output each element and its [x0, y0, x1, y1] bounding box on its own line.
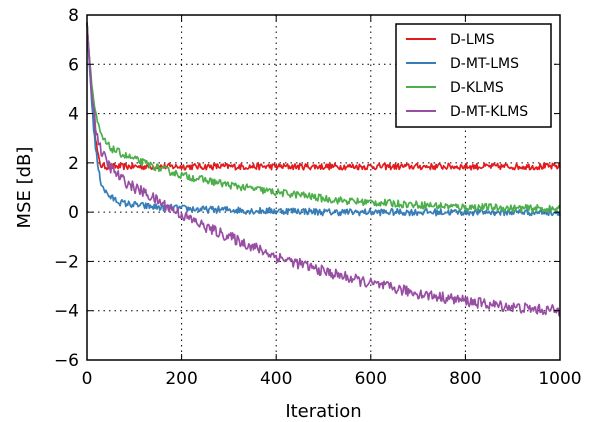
x-axis-label: Iteration: [285, 401, 361, 422]
legend-label: D-MT-KLMS: [450, 104, 528, 120]
y-tick-label: 0: [68, 203, 79, 223]
plot-frame: [86, 14, 561, 361]
y-tick-label: 2: [68, 154, 79, 174]
y-tick-label: 6: [68, 55, 79, 75]
y-tick-label: 8: [68, 6, 79, 26]
x-axis-ticks: 0 200 400 600 800 1000: [82, 15, 582, 389]
series-layer: [86, 22, 561, 317]
y-axis-ticks: −6 −4 −2 0 2 4 6 8: [54, 6, 560, 371]
x-tick-label: 200: [165, 369, 197, 389]
legend-label: D-LMS: [450, 32, 495, 48]
legend-box: [395, 23, 552, 128]
y-tick-label: −6: [54, 351, 79, 371]
y-tick-label: 4: [68, 105, 79, 125]
series-line-d-klms: [86, 22, 561, 214]
x-tick-label: 400: [260, 369, 292, 389]
y-tick-label: −4: [54, 302, 79, 322]
x-tick-label: 800: [449, 369, 481, 389]
legend: D-LMS D-MT-LMS D-KLMS D-MT-KLMS: [395, 23, 552, 128]
x-tick-label: 600: [355, 369, 387, 389]
y-axis-label: MSE [dB]: [14, 147, 35, 229]
x-tick-label: 0: [82, 369, 93, 389]
y-tick-label: −2: [54, 252, 79, 272]
legend-label: D-MT-LMS: [450, 56, 519, 72]
series-line-d-mt-klms: [86, 22, 561, 317]
legend-label: D-KLMS: [450, 80, 504, 96]
x-tick-label: 1000: [538, 369, 581, 389]
